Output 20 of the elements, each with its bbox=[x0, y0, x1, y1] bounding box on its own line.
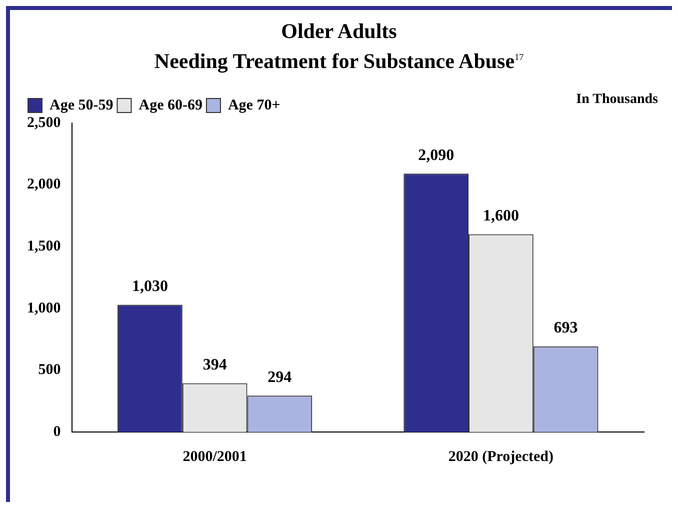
data-label: 1,600 bbox=[482, 207, 519, 224]
legend-label: Age 60-69 bbox=[138, 97, 202, 114]
y-tick-label: 1,000 bbox=[27, 300, 61, 316]
chart-title: Older Adults bbox=[280, 18, 398, 44]
legend-label: Age 70+ bbox=[228, 97, 280, 114]
data-label: 693 bbox=[554, 319, 578, 336]
x-tick-label: 2020 (Projected) bbox=[448, 448, 554, 465]
data-label: 1,030 bbox=[132, 278, 168, 295]
x-tick-label: 2000/2001 bbox=[182, 448, 247, 465]
legend-label: Age 50-59 bbox=[50, 97, 114, 114]
y-tick-label: 0 bbox=[53, 424, 61, 440]
data-label: 294 bbox=[268, 368, 292, 386]
y-tick-label: 1,500 bbox=[27, 238, 61, 254]
text: In Thousands bbox=[576, 92, 658, 108]
y-tick-label: 500 bbox=[38, 362, 61, 378]
y-tick-label: 2,500 bbox=[27, 114, 61, 131]
data-label: 2,090 bbox=[418, 146, 454, 164]
chart-subtitle: Needing Treatment for Substance Abuse$^{17}$ bbox=[153, 48, 525, 74]
y-tick-label: 2,000 bbox=[27, 176, 61, 193]
data-label: 394 bbox=[202, 356, 227, 374]
